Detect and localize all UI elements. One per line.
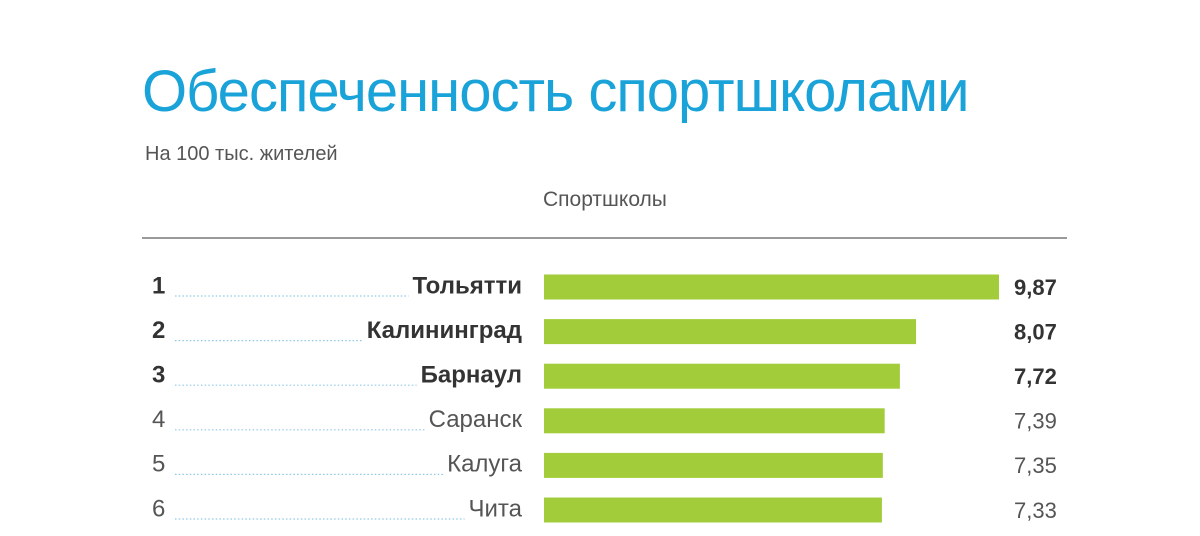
value-label: 9,87 bbox=[1014, 275, 1057, 300]
value-label: 7,35 bbox=[1014, 453, 1057, 478]
value-label: 7,72 bbox=[1014, 364, 1057, 389]
rank-number: 2 bbox=[152, 317, 165, 344]
value-label: 8,07 bbox=[1014, 319, 1057, 344]
bar bbox=[544, 408, 885, 434]
bar bbox=[544, 452, 883, 478]
rank-number: 4 bbox=[152, 406, 165, 433]
category-label: Калининград bbox=[367, 317, 522, 344]
rank-number: 5 bbox=[152, 451, 165, 478]
bar bbox=[544, 497, 882, 523]
column-header: Спортшколы bbox=[543, 188, 667, 211]
header-divider bbox=[142, 237, 1067, 239]
rank-number: 6 bbox=[152, 495, 165, 522]
category-label: Калуга bbox=[447, 451, 523, 478]
bar bbox=[544, 363, 900, 389]
value-label: 7,39 bbox=[1014, 409, 1057, 434]
bar bbox=[544, 274, 999, 300]
rank-number: 3 bbox=[152, 362, 165, 389]
category-label: Саранск bbox=[429, 406, 523, 433]
bar bbox=[544, 319, 917, 345]
category-label: Барнаул bbox=[421, 362, 522, 389]
category-label: Тольятти bbox=[413, 272, 522, 299]
rank-number: 1 bbox=[152, 272, 165, 299]
chart-subtitle: На 100 тыс. жителей bbox=[145, 143, 338, 165]
value-label: 7,33 bbox=[1014, 498, 1057, 523]
category-label: Чита bbox=[469, 495, 523, 522]
chart-title: Обеспеченность спортшколами bbox=[142, 59, 969, 124]
